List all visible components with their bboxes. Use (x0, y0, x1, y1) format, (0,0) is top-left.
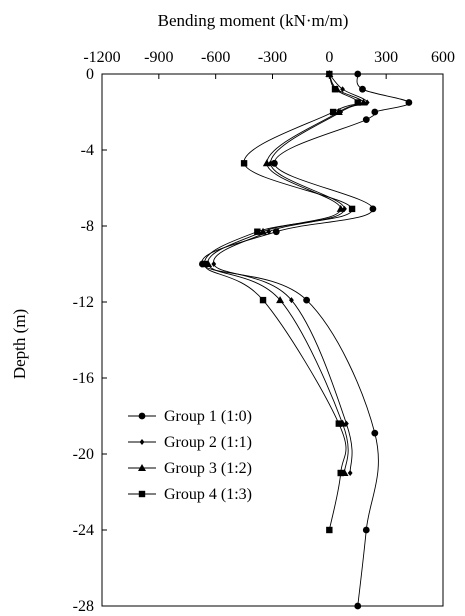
data-point-triangle (334, 108, 343, 115)
data-point-triangle (336, 204, 345, 212)
data-point-square (326, 526, 333, 534)
y-tick-label: -28 (73, 598, 94, 615)
data-point-circle (362, 116, 370, 123)
data-point-circle (270, 159, 278, 167)
legend-item: Group 1 (1:0) (128, 408, 252, 425)
data-point-diamond (139, 439, 145, 445)
legend-label: Group 1 (1:0) (164, 408, 252, 425)
legend-label: Group 4 (1:3) (164, 486, 252, 503)
y-axis-label: Depth (m) (10, 309, 29, 379)
data-point-square (329, 108, 337, 116)
data-point-diamond (289, 297, 294, 304)
data-point-square (335, 420, 343, 427)
data-point-square (326, 70, 333, 78)
data-point-circle (369, 205, 377, 213)
data-point-triangle (359, 98, 368, 106)
data-point-square (331, 86, 339, 93)
data-point-circle (362, 526, 370, 534)
data-point-diamond (347, 470, 353, 476)
data-point-circle (354, 602, 362, 610)
axes: -1200 -900 -600 -300 0 300 600 0 -4 -8 -12 -16 -20 -2… (73, 49, 455, 615)
x-tick-label: -1200 (83, 49, 120, 66)
data-point-triangle (259, 227, 268, 235)
y-tick-label: -8 (81, 218, 94, 235)
data-point-square (348, 205, 356, 213)
legend-item: Group 3 (1:2) (128, 460, 252, 477)
data-point-circle (303, 296, 310, 304)
series-4 (201, 70, 361, 534)
x-tick-label: 0 (325, 49, 333, 66)
legend-label: Group 2 (1:1) (164, 434, 252, 451)
y-tick-label: -16 (73, 370, 94, 387)
data-point-square (240, 160, 248, 167)
chart-title: Bending moment (kN·m/m) (158, 11, 349, 30)
legend-item: Group 4 (1:3) (128, 486, 252, 503)
y-tick-label: -24 (73, 522, 94, 539)
x-tick-label: -300 (258, 49, 287, 66)
data-point-square (201, 260, 208, 268)
legend-label: Group 3 (1:2) (164, 460, 252, 477)
data-point-circle (359, 85, 366, 93)
x-tick-label: -900 (144, 49, 173, 66)
data-point-circle (138, 412, 146, 420)
y-tick-label: -4 (81, 142, 94, 159)
data-point-circle (371, 429, 379, 437)
data-point-diamond (211, 261, 217, 267)
series-layer (199, 70, 413, 610)
x-tick-label: 600 (431, 49, 455, 66)
legend-item: Group 2 (1:1) (128, 434, 252, 451)
data-point-square (354, 99, 361, 106)
x-tick-label: 300 (374, 49, 398, 66)
data-point-diamond (364, 99, 370, 106)
y-tick-label: 0 (86, 66, 94, 83)
data-point-circle (371, 108, 379, 116)
legend: Group 1 (1:0) Group 2 (1:1) Group 3 (1:2) G… (128, 408, 252, 503)
y-tick-label: -20 (73, 446, 94, 463)
plot-frame (101, 73, 444, 607)
data-point-triangle (262, 159, 271, 167)
data-point-square (337, 469, 344, 477)
data-point-square (138, 490, 146, 498)
data-point-square (254, 228, 261, 235)
data-point-circle (354, 70, 362, 78)
data-point-triangle (276, 296, 285, 304)
data-point-circle (405, 99, 413, 106)
y-tick-label: -12 (73, 294, 94, 311)
data-point-square (259, 296, 267, 304)
data-point-triangle (138, 464, 146, 471)
x-tick-label: -600 (201, 49, 230, 66)
data-point-diamond (342, 205, 347, 212)
series-1 (199, 70, 413, 610)
data-point-diamond (340, 86, 345, 93)
